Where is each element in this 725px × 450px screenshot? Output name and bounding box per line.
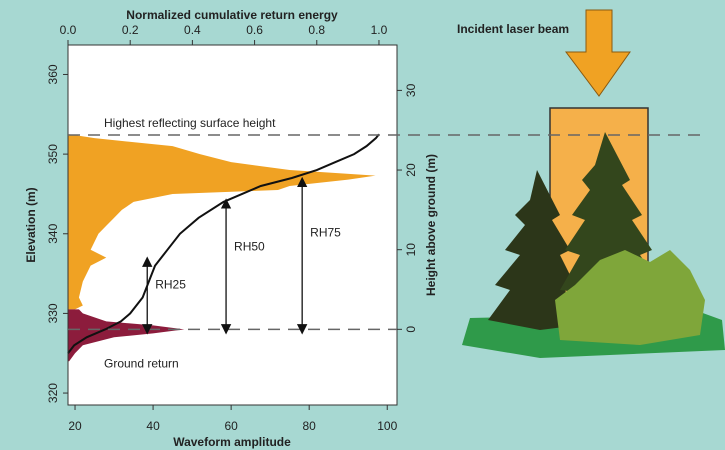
x2-tick-label: 1.0 <box>371 23 388 37</box>
y-tick-label: 330 <box>46 303 60 323</box>
x2-tick-label: 0.4 <box>184 23 201 37</box>
y-axis-title: Elevation (m) <box>24 187 38 262</box>
x-tick-label: 100 <box>377 419 397 433</box>
rh-label: RH75 <box>310 226 341 240</box>
x-axis-title: Waveform amplitude <box>173 435 291 449</box>
plot-area <box>68 45 397 405</box>
forest-illustration <box>462 9 725 358</box>
beam-arrow <box>565 9 631 97</box>
y-tick-label: 340 <box>46 223 60 243</box>
plot-frame <box>67 44 398 406</box>
y-tick-label: 360 <box>46 64 60 84</box>
reference-label: Highest reflecting surface height <box>104 116 276 130</box>
shrub <box>555 250 705 345</box>
x2-tick-label: 0.8 <box>308 23 325 37</box>
x-tick-label: 40 <box>146 419 160 433</box>
rh-label: RH25 <box>155 278 186 292</box>
x2-tick-label: 0.2 <box>122 23 139 37</box>
x2-tick-label: 0.6 <box>246 23 263 37</box>
x2-tick-label: 0.0 <box>60 23 77 37</box>
y2-tick-label: 10 <box>404 243 418 257</box>
y2-tick-label: 30 <box>404 83 418 97</box>
y-tick-label: 320 <box>46 383 60 403</box>
y2-axis-title: Height above ground (m) <box>424 154 438 296</box>
y2-tick-label: 20 <box>404 163 418 177</box>
waveform-area <box>68 309 185 362</box>
x2-axis-title: Normalized cumulative return energy <box>126 8 338 22</box>
y-tick-label: 350 <box>46 144 60 164</box>
cumulative-energy-line <box>67 133 380 354</box>
x-tick-label: 80 <box>303 419 317 433</box>
x-tick-label: 60 <box>224 419 238 433</box>
tree <box>488 170 580 330</box>
illustration-label: Incident laser beam <box>457 22 569 36</box>
y2-tick-label: 0 <box>404 326 418 333</box>
reference-label: Ground return <box>104 357 179 371</box>
x-tick-label: 20 <box>68 419 82 433</box>
rh-label: RH50 <box>234 240 265 254</box>
